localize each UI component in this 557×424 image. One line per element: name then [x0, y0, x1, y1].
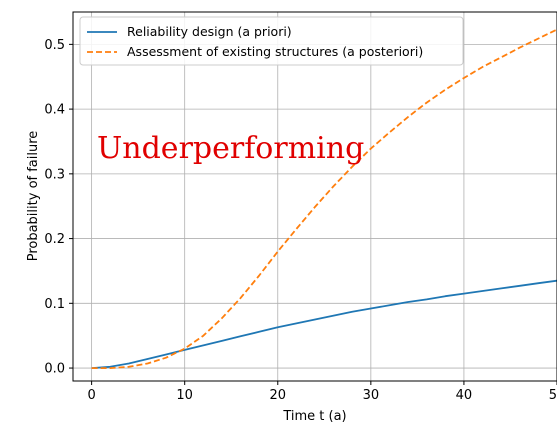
- annotation-underperforming: Underperforming: [97, 131, 364, 166]
- plot-frame: [72, 11, 557, 382]
- x-tick-label: 50: [549, 388, 557, 403]
- y-axis-label: Probability of failure: [26, 131, 41, 262]
- x-axis-label: Time t (a): [282, 409, 346, 424]
- y-tick-label: 0.1: [44, 297, 65, 312]
- legend-label-a-priori: Reliability design (a priori): [127, 24, 292, 39]
- series-lines: [91, 28, 557, 369]
- x-tick-label: 20: [269, 388, 286, 403]
- y-tick-label: 0.0: [44, 362, 65, 377]
- series-line-a-priori: [91, 279, 557, 369]
- x-tick-label: 0: [87, 388, 95, 403]
- axes: 0 10 20 30 40 50 0.0 0.1 0.2 0.3 0.4 0.5: [44, 38, 557, 403]
- y-tick-label: 0.5: [44, 38, 65, 53]
- legend-box: [79, 16, 464, 66]
- y-tick-label: 0.3: [44, 167, 65, 182]
- x-tick-label: 40: [456, 388, 473, 403]
- y-tick-label: 0.2: [44, 232, 65, 247]
- series-line-a-posteriori: [91, 28, 557, 369]
- y-tick-label: 0.4: [44, 103, 65, 118]
- legend: Reliability design (a priori) Assessment…: [79, 16, 464, 66]
- x-tick-label: 30: [363, 388, 380, 403]
- legend-label-a-posteriori: Assessment of existing structures (a pos…: [127, 44, 423, 59]
- x-tick-label: 10: [176, 388, 193, 403]
